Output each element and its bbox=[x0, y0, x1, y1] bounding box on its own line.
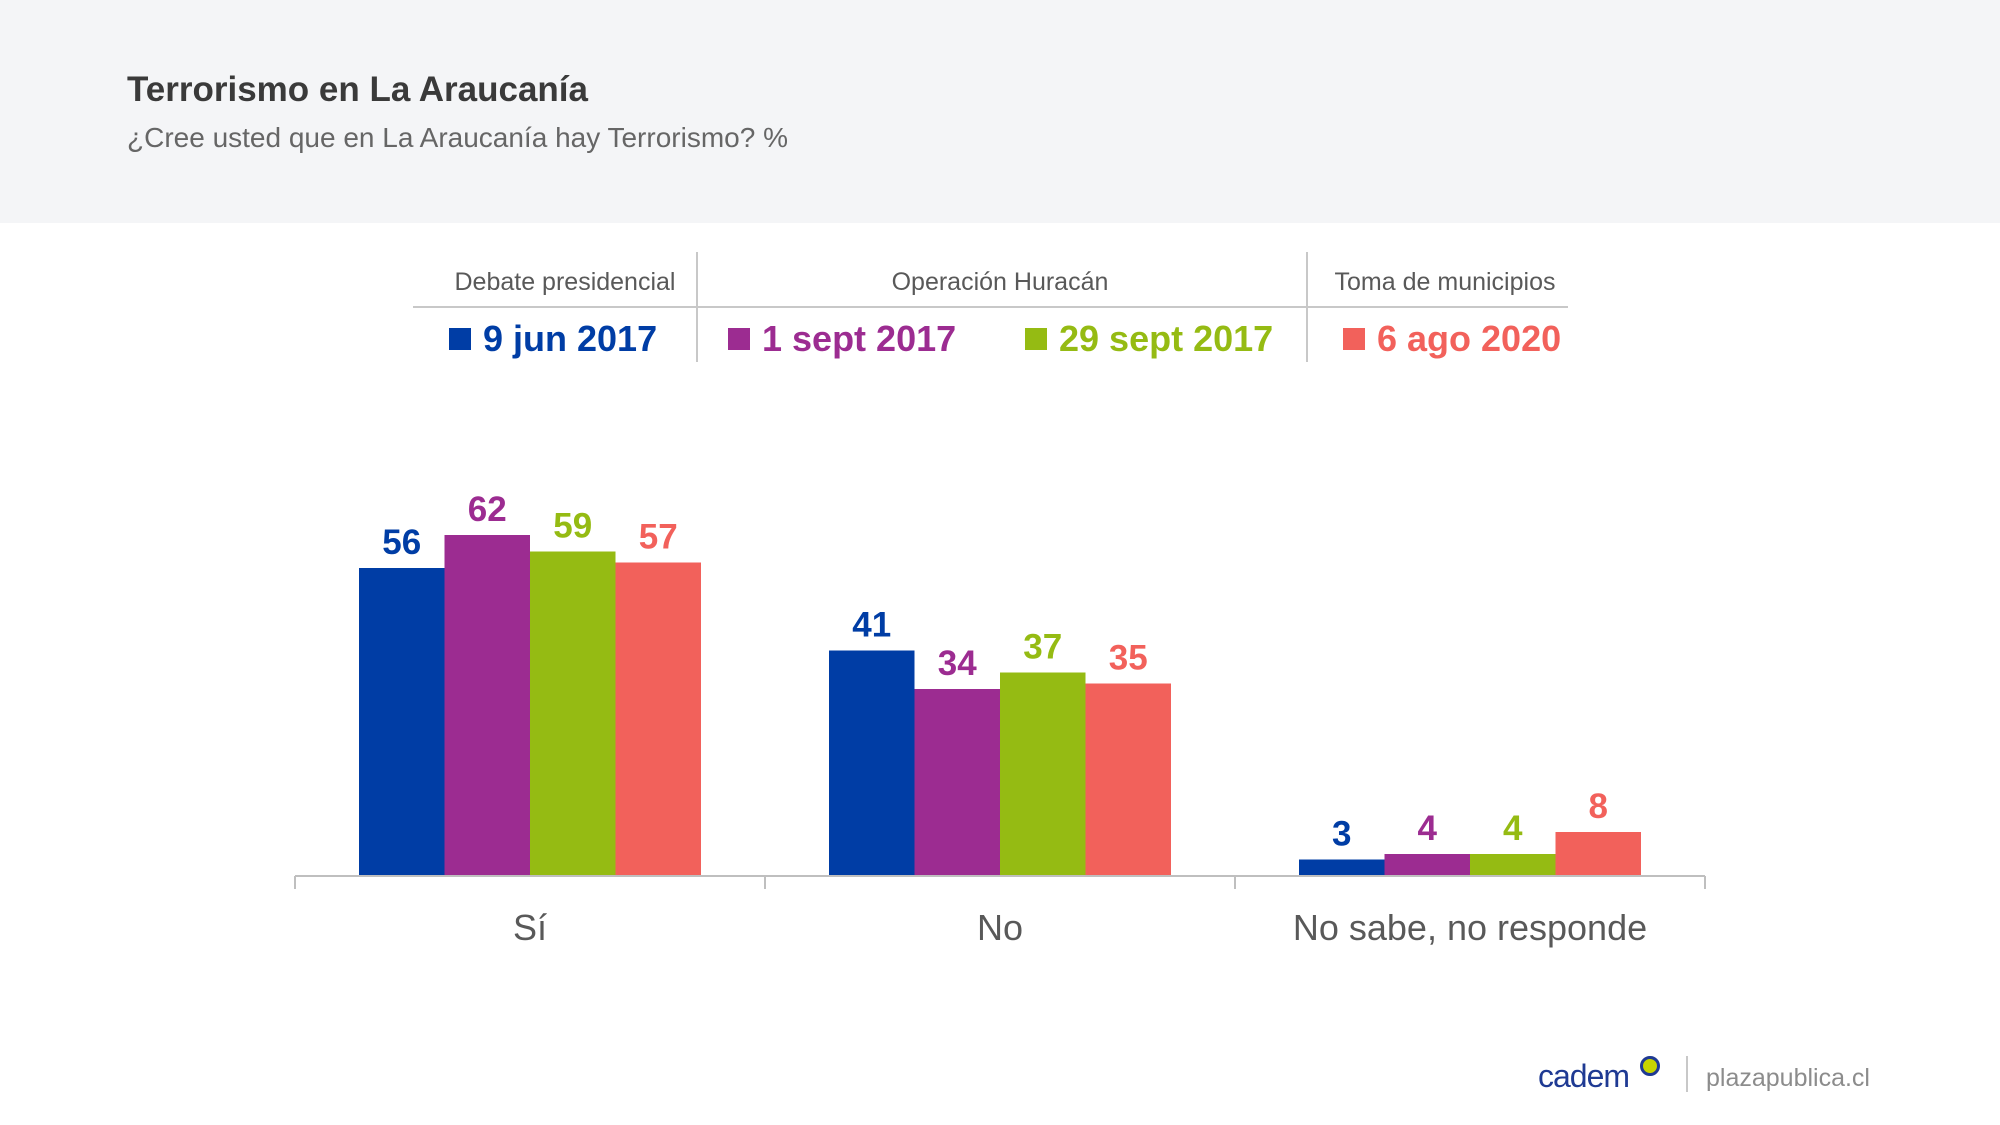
data-label: 59 bbox=[553, 507, 592, 546]
bar bbox=[1299, 859, 1385, 876]
legend-event-municipios: Toma de municipios bbox=[1334, 268, 1556, 296]
chart-subtitle: ¿Cree usted que en La Araucanía hay Terr… bbox=[127, 122, 788, 153]
legend-swatch-4 bbox=[1343, 328, 1365, 350]
data-label: 34 bbox=[938, 644, 977, 683]
bar bbox=[444, 535, 530, 876]
bar bbox=[1000, 672, 1086, 876]
bar bbox=[615, 562, 701, 876]
legend-divider-horizontal bbox=[413, 306, 1568, 308]
legend-series-4: 6 ago 2020 bbox=[1343, 318, 1561, 360]
footer-separator bbox=[1686, 1056, 1688, 1092]
legend-swatch-1 bbox=[449, 328, 471, 350]
legend-series-3: 29 sept 2017 bbox=[1025, 318, 1273, 360]
legend-swatch-3 bbox=[1025, 328, 1047, 350]
bar bbox=[914, 689, 1000, 876]
legend-label-4: 6 ago 2020 bbox=[1377, 318, 1562, 359]
footer-site-link[interactable]: plazapublica.cl bbox=[1706, 1064, 1870, 1092]
bar bbox=[359, 568, 445, 876]
bar bbox=[1555, 832, 1641, 876]
header-band bbox=[0, 0, 2000, 223]
legend-label-2: 1 sept 2017 bbox=[762, 318, 957, 359]
legend-series-1: 9 jun 2017 bbox=[449, 318, 657, 360]
bar bbox=[1085, 683, 1171, 876]
bar bbox=[1384, 854, 1470, 876]
data-label: 4 bbox=[1418, 809, 1438, 848]
data-label: 56 bbox=[382, 523, 421, 562]
legend-divider-vertical-2 bbox=[1306, 252, 1308, 362]
data-label: 57 bbox=[639, 518, 678, 557]
legend-swatch-2 bbox=[728, 328, 750, 350]
category-label: No sabe, no responde bbox=[1293, 907, 1647, 948]
bar bbox=[829, 650, 915, 876]
data-label: 62 bbox=[468, 490, 507, 529]
legend-event-huracan: Operación Huracán bbox=[891, 268, 1109, 296]
cadem-logo: cadem bbox=[1538, 1058, 1630, 1094]
data-label: 8 bbox=[1589, 787, 1608, 826]
bar bbox=[530, 551, 616, 876]
data-label: 3 bbox=[1332, 815, 1351, 854]
data-label: 41 bbox=[852, 606, 891, 645]
data-label: 35 bbox=[1109, 639, 1148, 678]
category-label: No bbox=[977, 907, 1023, 948]
legend-event-debate: Debate presidencial bbox=[454, 268, 676, 296]
legend-series-2: 1 sept 2017 bbox=[728, 318, 956, 360]
category-label: Sí bbox=[513, 907, 547, 948]
data-label: 4 bbox=[1503, 809, 1523, 848]
bar bbox=[1470, 854, 1556, 876]
data-label: 37 bbox=[1023, 628, 1062, 667]
legend-label-3: 29 sept 2017 bbox=[1059, 318, 1274, 359]
chart-title: Terrorismo en La Araucanía bbox=[127, 70, 588, 109]
cadem-logo-icon bbox=[1640, 1056, 1660, 1076]
legend-divider-vertical-1 bbox=[696, 252, 698, 362]
legend-label-1: 9 jun 2017 bbox=[483, 318, 658, 359]
